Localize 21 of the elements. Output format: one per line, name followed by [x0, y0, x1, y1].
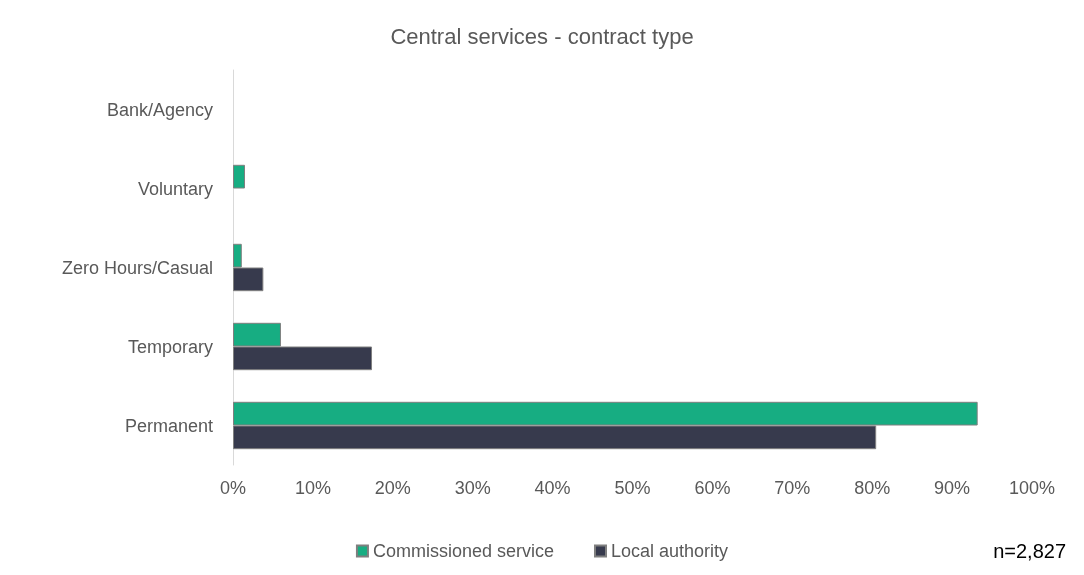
x-tick-label: 10%	[294, 478, 331, 498]
x-tick-label: 50%	[614, 478, 651, 498]
bar	[233, 164, 245, 189]
x-tick-label: 80%	[854, 478, 891, 498]
legend-label: Local authority	[610, 541, 729, 561]
x-tick-label: 100%	[1008, 478, 1056, 498]
y-tick-label: Voluntary	[137, 178, 213, 199]
text: n=2,827	[993, 540, 1067, 562]
x-tick-label: 90%	[934, 478, 971, 498]
y-tick-label: Permanent	[124, 415, 213, 436]
x-tick-label: 0%	[219, 478, 247, 498]
x-tick-label: 60%	[694, 478, 731, 498]
y-tick-label: Bank/Agency	[106, 99, 213, 120]
y-tick-label: Temporary	[127, 336, 213, 357]
y-tick-label: Zero Hours/Casual	[61, 257, 213, 278]
x-tick-label: 70%	[774, 478, 811, 498]
chart-title: Central services - contract type	[390, 23, 694, 49]
legend-label: Commissioned service	[372, 541, 554, 561]
x-tick-label: 40%	[534, 478, 571, 498]
x-tick-label: 20%	[374, 478, 411, 498]
x-tick-label: 30%	[454, 478, 491, 498]
